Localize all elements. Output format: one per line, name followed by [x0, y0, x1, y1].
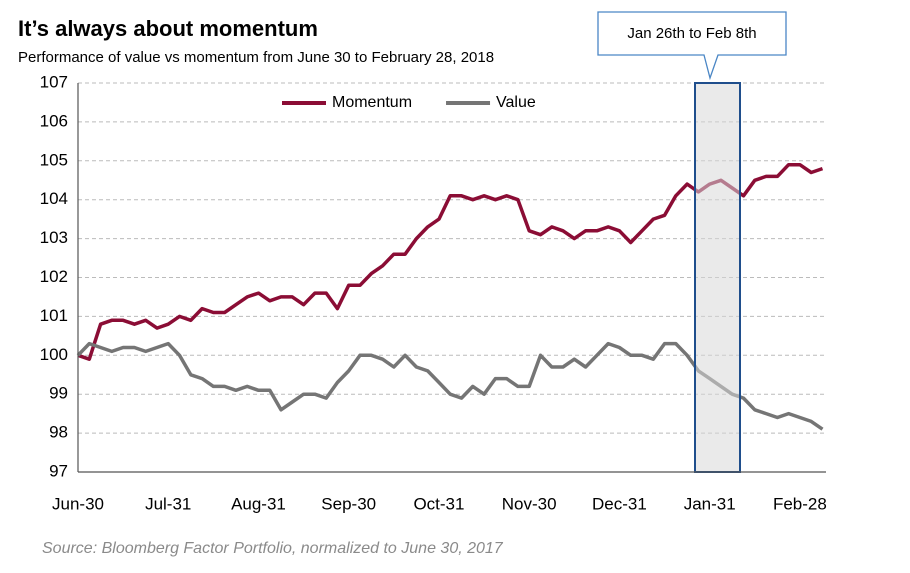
y-tick-label: 99	[49, 384, 68, 403]
y-tick-label: 106	[40, 111, 68, 130]
y-tick-label: 104	[40, 189, 68, 208]
x-tick-label: Dec-31	[592, 494, 647, 513]
y-tick-label: 103	[40, 228, 68, 247]
y-tick-label: 102	[40, 267, 68, 286]
y-tick-label: 97	[49, 461, 68, 480]
x-tick-label: Feb-28	[773, 494, 827, 513]
y-tick-label: 101	[40, 306, 68, 325]
legend-label: Value	[496, 94, 536, 111]
x-tick-label: Jan-31	[684, 494, 736, 513]
chart-title: It’s always about momentum	[18, 16, 318, 41]
highlight-range	[694, 82, 741, 473]
x-tick-label: Aug-31	[231, 494, 286, 513]
y-tick-label: 107	[40, 72, 68, 91]
y-tick-label: 100	[40, 345, 68, 364]
x-tick-label: Oct-31	[413, 494, 464, 513]
annotation-text: Jan 26th to Feb 8th	[627, 25, 756, 42]
x-tick-label: Nov-30	[502, 494, 557, 513]
y-tick-label: 98	[49, 423, 68, 442]
source-note: Source: Bloomberg Factor Portfolio, norm…	[42, 540, 504, 557]
x-tick-label: Jul-31	[145, 494, 191, 513]
annotation-callout	[597, 11, 787, 81]
x-tick-label: Sep-30	[321, 494, 376, 513]
legend-label: Momentum	[332, 94, 412, 111]
y-tick-label: 105	[40, 150, 68, 169]
x-tick-label: Jun-30	[52, 494, 104, 513]
chart-subtitle: Performance of value vs momentum from Ju…	[18, 49, 494, 66]
